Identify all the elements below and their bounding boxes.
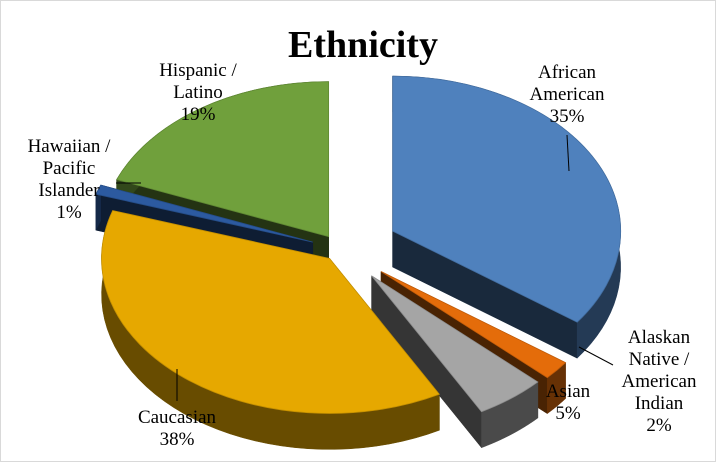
slice-label-line: American	[622, 371, 697, 392]
slice-label-line: Alaskan	[628, 327, 691, 348]
pie-slice-2	[371, 275, 539, 413]
leader-line-1	[578, 346, 614, 366]
slice-label-line: Caucasian	[138, 407, 217, 428]
chart-title: Ethnicity	[288, 24, 438, 66]
slice-label-0: African American 35%	[530, 62, 605, 127]
slice-label-line: American	[530, 84, 605, 105]
slice-label-3: Caucasian 38%	[138, 407, 217, 450]
pie-slice-1	[380, 271, 567, 379]
slice-label-line: Asian	[546, 381, 591, 402]
slice-label-line: Pacific	[43, 158, 96, 179]
slice-label-line: Latino	[173, 82, 223, 103]
slice-label-line: Islander	[38, 180, 100, 201]
slice-percent-label: 19%	[181, 104, 216, 125]
slice-labels-layer: African American 35%Alaskan Native / America…	[28, 60, 697, 450]
slice-label-5: Hispanic / Latino 19%	[159, 60, 237, 125]
slice-label-line: Native /	[629, 349, 690, 370]
slice-label-line: Hawaiian /	[28, 136, 112, 157]
slice-percent-label: 38%	[160, 429, 195, 450]
pie-slice-4	[95, 184, 313, 243]
leader-line-0	[566, 134, 570, 172]
slice-percent-label: 1%	[56, 202, 82, 223]
pie-tops-layer	[95, 75, 622, 414]
slice-label-line: African	[538, 62, 597, 83]
slice-label-4: Hawaiian / Pacific Islander 1%	[28, 136, 112, 223]
slice-percent-label: 5%	[555, 403, 581, 424]
slice-percent-label: 2%	[646, 415, 672, 436]
slice-label-line: Hispanic /	[159, 60, 237, 81]
slice-label-2: Asian 5%	[546, 381, 591, 424]
pie-slice-5	[116, 81, 330, 238]
slice-percent-label: 35%	[550, 106, 585, 127]
slice-label-line: Indian	[635, 393, 684, 414]
pie-slice-0	[392, 75, 622, 323]
leader-lines-layer	[116, 134, 614, 401]
pie-slice-3	[101, 210, 441, 414]
slice-label-1: Alaskan Native / American Indian 2%	[622, 327, 697, 436]
